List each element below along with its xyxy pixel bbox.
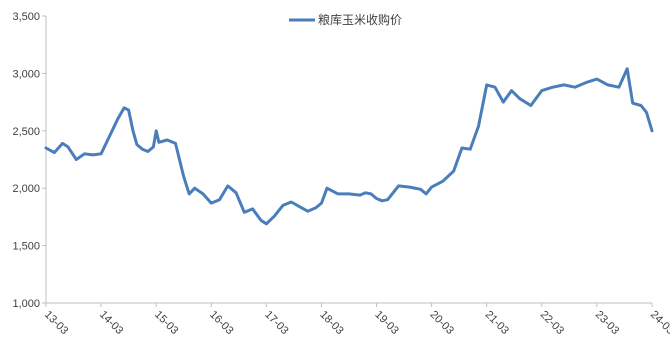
legend: 粮库玉米收购价 — [289, 12, 402, 27]
x-tick-label: 15-03 — [152, 309, 180, 337]
series-line — [44, 67, 654, 226]
x-tick-label: 22-03 — [538, 309, 566, 337]
x-tick-label: 18-03 — [317, 309, 345, 337]
x-tick-label: 17-03 — [262, 309, 290, 337]
x-tick-label: 14-03 — [97, 309, 125, 337]
x-tick-label: 13-03 — [42, 309, 70, 337]
y-tick-label: 3,500 — [12, 11, 40, 23]
x-tick-label: 19-03 — [372, 309, 400, 337]
x-tick-label: 24-03 — [648, 309, 670, 337]
x-tick-label: 16-03 — [207, 309, 235, 337]
x-tick-label: 21-03 — [483, 309, 511, 337]
y-tick-label: 2,000 — [12, 183, 40, 195]
y-tick-label: 1,000 — [12, 298, 40, 310]
y-tick-label: 1,500 — [12, 241, 40, 253]
y-tick-label: 3,000 — [12, 68, 40, 80]
series-layer — [44, 67, 654, 226]
x-axis: 13-03 14-03 15-03 16-03 17-03 18-03 19-03 20-03… — [42, 302, 670, 337]
x-tick-label: 23-03 — [593, 309, 621, 337]
legend-label: 粮库玉米收购价 — [318, 12, 402, 27]
x-tick-label: 20-03 — [428, 309, 456, 337]
y-axis: 1,000 1,500 2,000 2,500 3,000 3,500 — [12, 11, 47, 310]
y-tick-label: 2,500 — [12, 126, 40, 138]
